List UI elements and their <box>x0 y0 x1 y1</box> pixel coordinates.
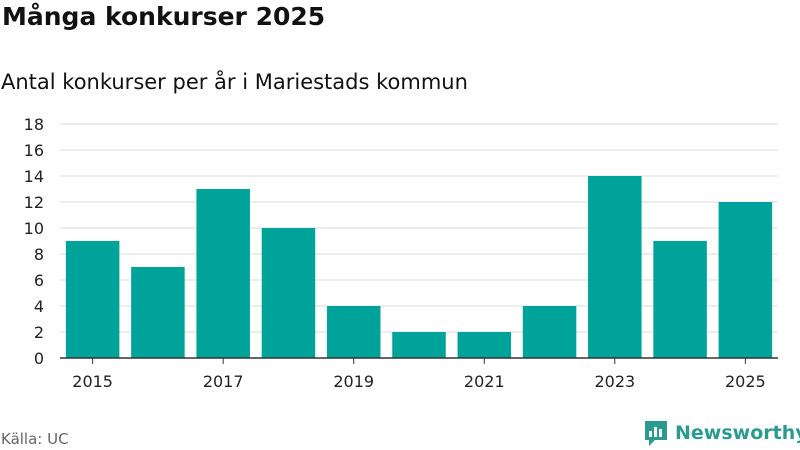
bar-2015 <box>65 241 120 358</box>
x-tick-label: 2023 <box>594 372 635 391</box>
y-tick-label: 4 <box>34 297 44 316</box>
bar-2016 <box>131 267 185 358</box>
bar-2025 <box>718 202 773 358</box>
chart-title: Många konkurser 2025 <box>2 2 326 31</box>
bar-2018 <box>261 228 316 358</box>
bar-2017 <box>196 189 250 358</box>
brand-name: Newsworthy <box>675 422 800 444</box>
y-tick-label: 10 <box>24 219 44 238</box>
x-axis-ticks: 2015 2017 2019 2021 2023 2025 <box>72 358 766 391</box>
x-tick-label: 2017 <box>203 372 244 391</box>
bar-2022 <box>522 306 577 358</box>
bar-2023 <box>588 176 642 358</box>
x-tick-label: 2021 <box>464 372 505 391</box>
bars <box>65 176 773 358</box>
chart-subtitle: Antal konkurser per år i Mariestads komm… <box>1 70 468 94</box>
x-tick-label: 2025 <box>725 372 766 391</box>
x-tick-label: 2019 <box>333 372 374 391</box>
y-tick-label: 18 <box>24 115 44 134</box>
source-note: Källa: UC <box>1 430 69 448</box>
newsworthy-icon <box>645 421 667 446</box>
y-tick-label: 14 <box>24 167 44 186</box>
bar-2020 <box>392 332 446 358</box>
y-tick-label: 12 <box>24 193 44 212</box>
y-tick-label: 6 <box>34 271 44 290</box>
brand-logo: Newsworthy <box>643 419 800 447</box>
y-tick-label: 16 <box>24 141 44 160</box>
bar-2019 <box>326 306 381 358</box>
bar-2024 <box>653 241 707 358</box>
x-tick-label: 2015 <box>72 372 113 391</box>
y-tick-label: 0 <box>34 349 44 368</box>
y-tick-label: 8 <box>34 245 44 264</box>
y-axis-ticks: 0 2 4 6 8 10 12 14 16 18 <box>24 115 44 368</box>
y-tick-label: 2 <box>34 323 44 342</box>
bar-2021 <box>457 332 512 358</box>
